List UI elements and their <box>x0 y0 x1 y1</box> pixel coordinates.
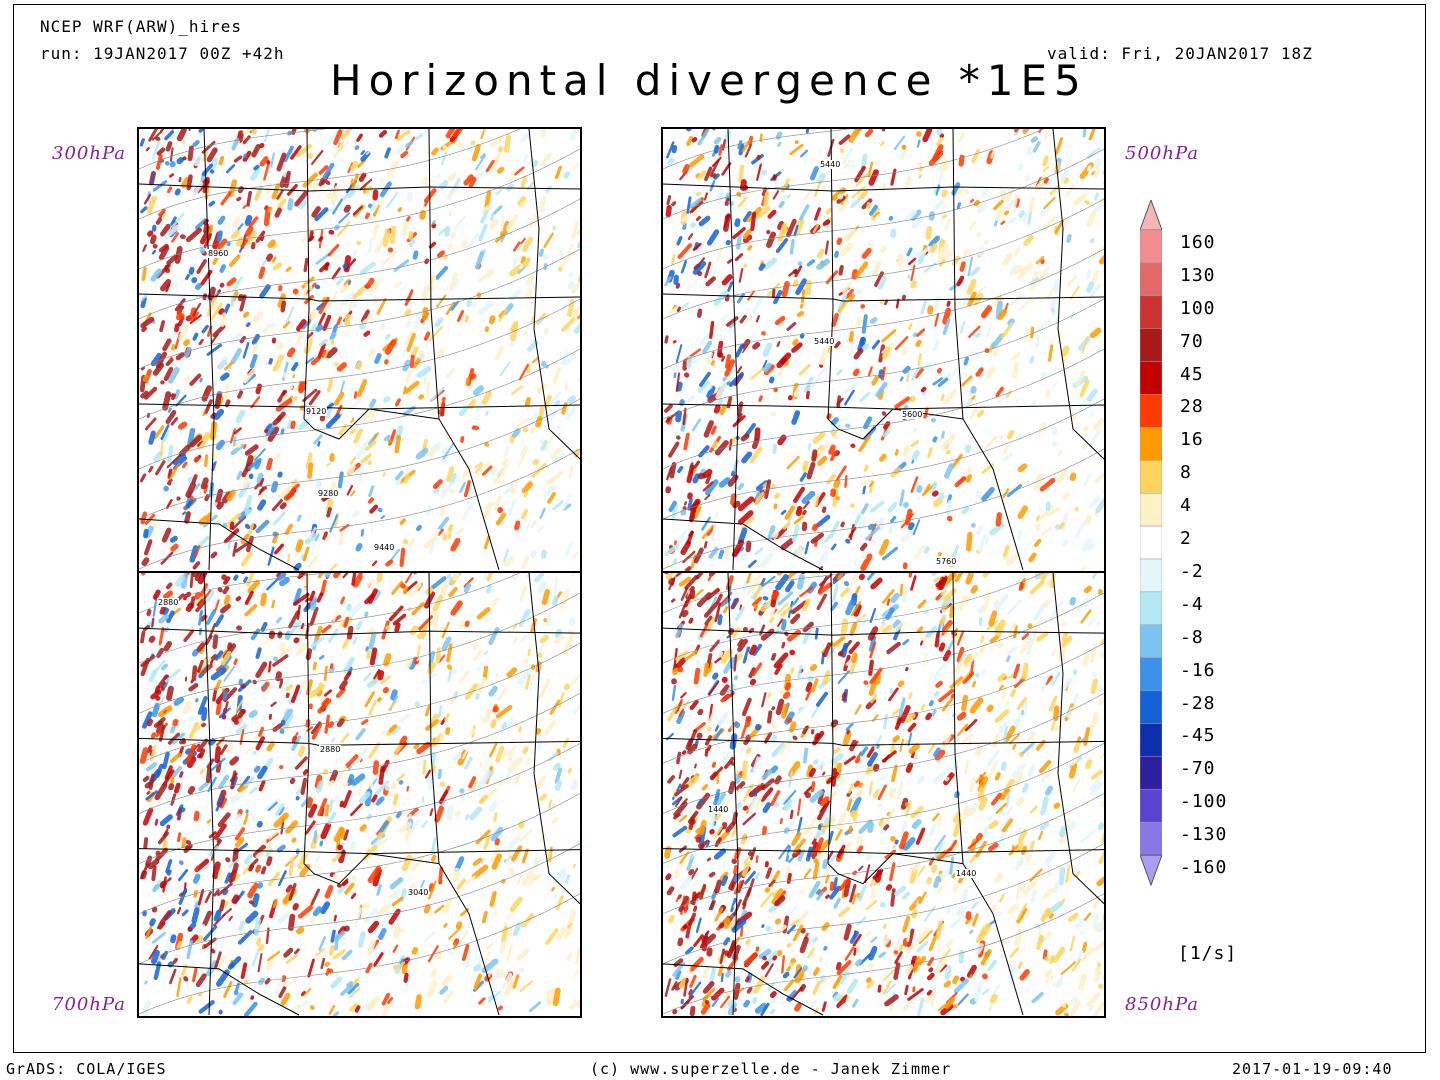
map-panel-500hpa: 5440 5440 5600 5760 <box>661 127 1106 573</box>
colorbar-tick-label: -45 <box>1180 725 1216 747</box>
divergence-field <box>663 573 1104 1016</box>
colorbar-swatch <box>1140 789 1162 823</box>
colorbar-tick-label: 100 <box>1180 297 1216 319</box>
colorbar-swatch <box>1140 756 1162 790</box>
colorbar-swatch <box>1140 821 1162 856</box>
colorbar-top-arrow <box>1140 200 1162 231</box>
colorbar-tick-label: -70 <box>1180 758 1216 780</box>
colorbar-swatch <box>1140 361 1162 395</box>
state-borders <box>663 129 1104 571</box>
contour-label: 2880 <box>319 745 342 754</box>
height-contours <box>663 573 1104 1015</box>
colorbar-tick-label: 28 <box>1180 396 1204 418</box>
colorbar-swatch <box>1140 591 1162 626</box>
map-panel-300hpa: 8960 9120 9280 9440 <box>137 127 582 573</box>
run-time: run: 19JAN2017 00Z +42h <box>40 44 285 63</box>
colorbar-swatch <box>1140 492 1162 527</box>
colorbar-tick-label: -130 <box>1180 824 1228 846</box>
colorbar-tick-label: -4 <box>1180 593 1204 615</box>
contour-label: 9440 <box>373 543 396 552</box>
level-label-500: 500hPa <box>1125 143 1199 164</box>
colorbar-swatch <box>1140 328 1162 362</box>
valid-time: valid: Fri, 20JAN2017 18Z <box>1047 44 1313 63</box>
divergence-field <box>139 129 580 571</box>
divergence-field <box>139 573 580 1016</box>
colorbar-tick-label: 70 <box>1180 330 1204 352</box>
colorbar-tick-label: 4 <box>1180 495 1192 517</box>
map-panel-850hpa: 1440 1440 <box>661 571 1106 1018</box>
colorbar-unit: [1/s] <box>1178 943 1238 964</box>
colorbar-swatch <box>1140 262 1162 297</box>
colorbar-tick-label: 45 <box>1180 363 1204 385</box>
figure-frame <box>13 4 1426 1053</box>
colorbar-tick-label: 160 <box>1180 231 1216 253</box>
colorbar-tick-label: -16 <box>1180 659 1216 681</box>
height-contours <box>139 573 580 1015</box>
colorbar-swatch <box>1140 624 1162 658</box>
state-borders <box>139 573 580 1016</box>
map-panel-700hpa: 2880 2880 3040 <box>137 571 582 1018</box>
contour-label: 5760 <box>935 557 958 566</box>
contour-label: 8960 <box>207 249 230 258</box>
contour-label: 5600 <box>901 410 924 419</box>
contour-label: 9280 <box>317 489 340 498</box>
contour-label: 2880 <box>157 598 180 607</box>
colorbar-swatch <box>1140 723 1162 757</box>
divergence-field <box>664 129 1104 571</box>
footer-credit: (c) www.superzelle.de - Janek Zimmer <box>590 1060 952 1078</box>
height-contours <box>663 129 1104 570</box>
colorbar-bottom-arrow <box>1140 854 1162 887</box>
colorbar-swatch <box>1140 394 1162 428</box>
contour-label: 9120 <box>305 407 328 416</box>
colorbar-tick-label: -100 <box>1180 791 1228 813</box>
colorbar-swatch <box>1140 295 1162 329</box>
contour-label: 5440 <box>813 337 836 346</box>
colorbar-tick-label: -160 <box>1180 857 1228 878</box>
colorbar-tick-label: 8 <box>1180 462 1192 484</box>
colorbar-swatch <box>1140 657 1162 691</box>
contour-label: 5440 <box>819 160 842 169</box>
colorbar-swatch <box>1140 460 1162 494</box>
contour-label: 1440 <box>707 805 730 814</box>
colorbar-swatch <box>1140 525 1162 560</box>
colorbar-tick-label: 130 <box>1180 264 1216 286</box>
colorbar-tick-label: -2 <box>1180 560 1204 582</box>
level-label-700: 700hPa <box>52 994 126 1015</box>
colorbar-swatch <box>1140 229 1162 264</box>
model-name: NCEP WRF(ARW)_hires <box>40 17 243 36</box>
level-label-300: 300hPa <box>52 143 126 164</box>
state-borders <box>139 129 580 571</box>
colorbar-tick-label: 2 <box>1180 528 1192 549</box>
colorbar-tick-label: -8 <box>1180 626 1204 648</box>
level-label-850: 850hPa <box>1125 994 1199 1015</box>
map-title: Horizontal divergence *1E5 <box>330 56 1088 105</box>
footer-timestamp: 2017-01-19-09:40 <box>1232 1060 1393 1078</box>
colorbar-tick-label: -28 <box>1180 692 1216 714</box>
colorbar-swatch <box>1140 690 1162 724</box>
contour-label: 3040 <box>407 888 430 897</box>
colorbar-swatch <box>1140 558 1162 593</box>
colorbar-swatch <box>1140 427 1162 461</box>
height-contours <box>139 129 580 570</box>
footer-software: GrADS: COLA/IGES <box>6 1060 167 1078</box>
contour-label: 1440 <box>955 869 978 878</box>
colorbar-tick-label: 16 <box>1180 429 1204 451</box>
state-borders <box>663 573 1104 1016</box>
